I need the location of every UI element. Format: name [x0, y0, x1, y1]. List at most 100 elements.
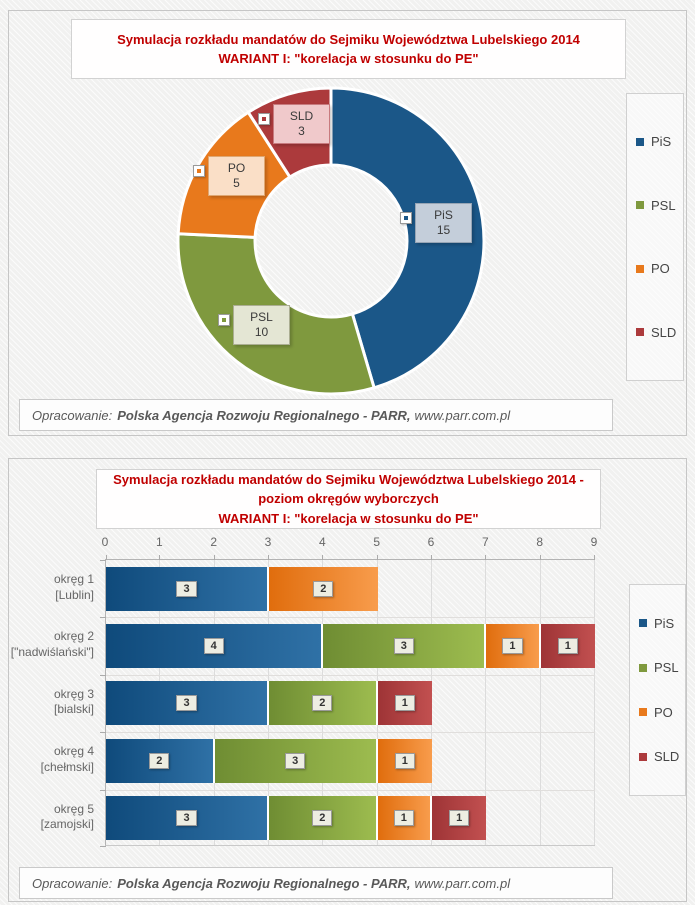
x-axis-tick-label: 9: [590, 535, 598, 549]
footer-organization: Polska Agencja Rozwoju Regionalnego - PA…: [117, 875, 411, 891]
x-axis-tick-mark: [539, 555, 541, 560]
legend-label: PO: [651, 261, 670, 277]
footer-prefix: Opracowanie:: [32, 407, 113, 423]
category-label: okręg 5 [zamojski]: [40, 801, 94, 832]
bar-segment-sld: 1: [431, 796, 487, 841]
legend-label: SLD: [651, 324, 677, 340]
callout-anchor-icon: [193, 165, 205, 177]
bar-segment-psl: 2: [269, 796, 378, 841]
y-axis-tick-mark: [100, 846, 106, 847]
legend-label: PSL: [651, 197, 676, 213]
x-axis-tick-label: 8: [536, 535, 543, 549]
legend-swatch-icon: [639, 663, 647, 672]
bar-value-label: 1: [557, 638, 578, 655]
legend-item-po: PO: [627, 261, 683, 276]
bar-segment-pis: 2: [106, 738, 215, 783]
bar-row: 3 2 1: [106, 675, 595, 732]
footer-url: www.parr.com.pl: [414, 407, 511, 423]
donut-plot: [176, 86, 486, 396]
bar-segment-pis: 3: [106, 796, 269, 841]
x-axis-tick-mark: [213, 555, 215, 560]
bar-segment-po: 1: [377, 738, 432, 783]
donut-callout-psl: PSL 10: [218, 305, 290, 345]
legend-item-pis: PiS: [627, 134, 683, 149]
bar-value-label: 1: [394, 695, 415, 712]
x-axis-tick-mark: [376, 555, 378, 560]
bar-value-label: 1: [502, 638, 523, 655]
bar-value-label: 2: [149, 752, 170, 769]
footer-organization: Polska Agencja Rozwoju Regionalnego - PA…: [117, 407, 411, 423]
x-axis-tick-label: 7: [481, 535, 489, 549]
bar-segment-po: 1: [377, 796, 432, 841]
x-axis-tick-label: 0: [101, 535, 109, 549]
callout-anchor-icon: [258, 113, 270, 125]
bar-value-label: 3: [393, 638, 414, 655]
bar-segment-pis: 4: [106, 624, 324, 669]
legend-swatch-icon: [636, 201, 644, 210]
callout-value: 10: [254, 325, 269, 339]
category-label: okręg 4 [chełmski]: [40, 744, 94, 774]
row-separator-line: [106, 789, 595, 791]
callout-value: 15: [436, 223, 451, 237]
bar-row: 2 3 1: [106, 732, 595, 789]
bar-segment-pis: 3: [106, 681, 269, 726]
bar-legend: PiS PSL PO SLD: [629, 584, 686, 796]
row-separator-line: [106, 617, 595, 619]
bar-chart-panel: Symulacja rozkładu mandatów do Sejmiku W…: [8, 458, 687, 902]
bar-segment-po: 1: [486, 624, 541, 669]
legend-swatch-icon: [636, 328, 644, 337]
footer-prefix: Opracowanie:: [32, 875, 113, 891]
bar-segment-sld: 1: [540, 624, 595, 669]
bar-segment-psl: 3: [214, 738, 378, 783]
bar-value-label: 4: [203, 638, 224, 655]
gridline-vertical: [594, 560, 595, 845]
bar-value-label: 1: [449, 810, 470, 827]
donut-callout-sld: SLD 3: [258, 104, 330, 144]
bar-category-labels: okręg 1 [Lublin] okręg 2 ["nadwiślański"] ok…: [9, 559, 99, 846]
bar-segment-pis: 3: [106, 566, 269, 611]
x-axis-tick-mark: [159, 555, 161, 560]
donut-legend: PiS PSL PO SLD: [626, 93, 684, 381]
footer-url: www.parr.com.pl: [414, 875, 511, 891]
category-label: okręg 3 [bialski]: [53, 686, 94, 717]
x-axis-tick-label: 5: [373, 535, 380, 549]
x-axis-tick-mark: [106, 555, 107, 560]
category-label: okręg 1 [Lublin]: [53, 572, 94, 602]
bar-segment-sld: 1: [377, 681, 432, 726]
bar-segment-psl: 2: [269, 681, 378, 726]
legend-item-pis: PiS: [630, 616, 685, 631]
bar-value-label: 1: [394, 752, 415, 769]
legend-swatch-icon: [639, 619, 647, 628]
x-axis-tick-label: 6: [427, 535, 435, 549]
bar-footer: Opracowanie: Polska Agencja Rozwoju Regi…: [19, 867, 613, 899]
legend-item-psl: PSL: [627, 198, 683, 213]
bar-value-label: 2: [312, 695, 333, 712]
legend-label: PSL: [654, 660, 679, 676]
legend-item-sld: SLD: [630, 749, 685, 764]
legend-swatch-icon: [639, 752, 647, 761]
x-axis-tick-mark: [485, 555, 487, 560]
callout-party-label: PO: [227, 161, 246, 175]
bar-chart-title: Symulacja rozkładu mandatów do Sejmiku W…: [96, 469, 601, 529]
y-axis-tick-mark: [100, 789, 106, 791]
bar-value-label: 3: [176, 695, 197, 712]
gridline-vertical: [539, 560, 541, 845]
x-axis-tick-label: 1: [155, 535, 163, 549]
legend-label: SLD: [654, 749, 680, 765]
donut-chart-title: Symulacja rozkładu mandatów do Sejmiku W…: [71, 19, 626, 79]
callout-value: 3: [298, 124, 305, 138]
y-axis-tick-mark: [100, 674, 106, 676]
donut-callout-po: PO 5: [193, 156, 265, 196]
row-separator-line: [106, 674, 595, 676]
donut-chart-panel: Symulacja rozkładu mandatów do Sejmiku W…: [8, 10, 687, 436]
x-axis-tick-mark: [594, 555, 595, 560]
callout-value: 5: [233, 176, 240, 190]
y-axis-tick-mark: [100, 617, 106, 619]
row-separator-line: [106, 732, 595, 734]
donut-segment-pis: [329, 86, 486, 390]
bar-row: 4 3 1 1: [106, 617, 595, 674]
legend-label: PO: [654, 704, 673, 720]
